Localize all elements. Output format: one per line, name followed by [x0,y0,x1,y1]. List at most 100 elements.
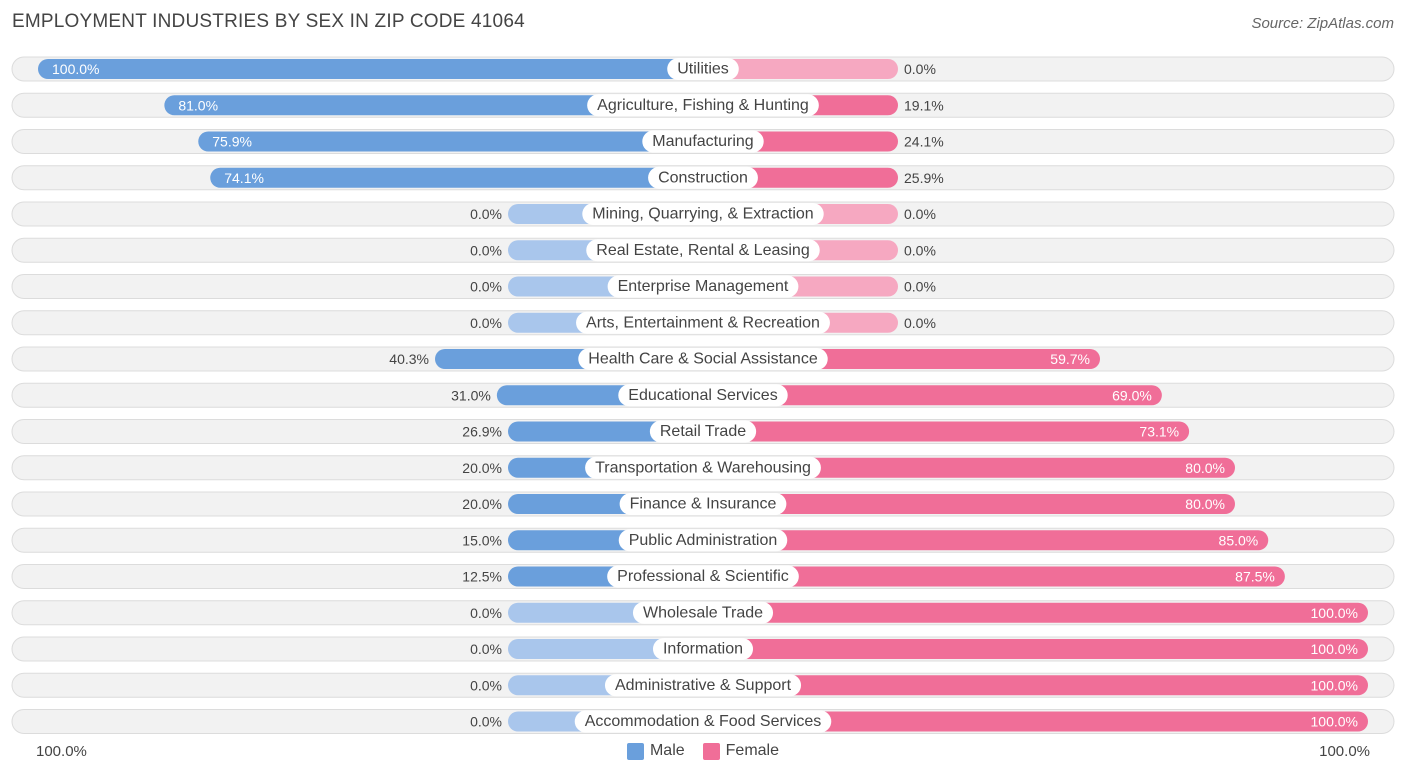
category-pill [607,565,799,588]
male-value-label: 0.0% [470,714,502,730]
axis-left-label: 100.0% [36,743,87,760]
category-pill [604,674,802,697]
category-pill [586,239,820,262]
chart-title: EMPLOYMENT INDUSTRIES BY SEX IN ZIP CODE… [12,11,525,32]
category-label: Arts, Entertainment & Recreation [586,314,820,331]
category-label: Finance & Insurance [630,496,777,513]
female-value-label: 19.1% [904,97,944,113]
female-bar [693,494,1235,514]
category-label: Retail Trade [660,423,746,440]
female-value-label: 87.5% [1235,569,1275,585]
female-bar [693,457,1235,478]
category-label: Accommodation & Food Services [585,713,822,730]
female-bar [693,421,1190,442]
category-label: Professional & Scientific [617,568,789,585]
category-label: Enterprise Management [618,278,789,295]
female-bar [693,639,1368,659]
male-value-label: 20.0% [462,496,502,512]
legend-male-label: Male [649,742,685,759]
male-value-label: 26.9% [462,424,502,440]
male-value-label: 0.0% [470,206,502,222]
male-value-label: 0.0% [470,242,502,258]
female-value-label: 69.0% [1112,387,1152,403]
category-pill [649,420,757,443]
female-bar [693,675,1368,696]
female-value-label: 80.0% [1185,496,1225,512]
category-pill [578,348,828,370]
male-value-label: 0.0% [470,279,502,295]
male-value-label: 31.0% [451,387,491,403]
category-label: Utilities [677,61,729,78]
category-label: Transportation & Warehousing [595,459,811,476]
male-value-label: 15.0% [462,532,502,548]
male-value-label: 0.0% [470,677,502,693]
female-value-label: 80.0% [1185,460,1225,476]
category-pill [585,456,821,479]
category-label: Real Estate, Rental & Leasing [596,242,809,259]
category-pill [607,275,799,298]
category-label: Construction [658,169,748,186]
male-bar [38,59,713,79]
male-value-label: 100.0% [52,61,99,77]
chart-canvas: Utilities 100.0% 0.0% Agriculture, Fishing … [11,56,1395,734]
category-pill [587,94,819,117]
female-bar [693,566,1285,587]
female-value-label: 100.0% [1311,641,1358,657]
legend-item-female[interactable]: Female [702,742,780,760]
female-bar [693,711,1368,732]
category-pill [576,311,830,334]
legend-item-male[interactable]: Male [626,742,685,760]
male-value-label: 20.0% [462,460,502,476]
male-swatch [626,742,644,760]
source-label: Source: ZipAtlas.com [1251,15,1394,32]
male-bar [198,131,713,152]
female-value-label: 24.1% [904,134,944,150]
male-value-label: 75.9% [212,134,252,150]
female-bar [693,530,1269,551]
category-pill [632,601,774,624]
category-pill [642,130,764,153]
category-label: Agriculture, Fishing & Hunting [597,97,809,114]
female-bar [693,59,898,79]
axis-right-label: 100.0% [1319,743,1370,760]
female-value-label: 0.0% [904,279,936,295]
female-value-label: 0.0% [904,242,936,258]
category-pill [667,58,739,80]
legend: Male Female [0,742,1406,760]
category-pill [652,638,754,660]
category-label: Manufacturing [652,133,753,150]
female-value-label: 0.0% [904,61,936,77]
male-value-label: 0.0% [470,641,502,657]
category-label: Information [663,641,743,658]
female-value-label: 25.9% [904,170,944,186]
category-label: Educational Services [628,387,777,404]
female-value-label: 100.0% [1311,677,1358,693]
female-value-label: 85.0% [1219,532,1259,548]
category-label: Public Administration [629,532,778,549]
category-label: Health Care & Social Assistance [588,351,818,368]
female-bar [693,385,1162,406]
female-value-label: 100.0% [1311,714,1358,730]
category-label: Administrative & Support [615,677,792,694]
male-value-label: 74.1% [224,170,264,186]
category-pill [648,166,758,189]
male-value-label: 0.0% [470,605,502,621]
female-bar [693,602,1368,623]
male-bar [210,167,714,188]
category-pill [582,203,824,225]
legend-female-label: Female [725,742,780,759]
category-pill [619,493,787,515]
female-value-label: 73.1% [1139,424,1179,440]
female-value-label: 0.0% [904,206,936,222]
male-bar [164,95,714,116]
female-value-label: 0.0% [904,315,936,331]
category-label: Wholesale Trade [643,604,763,621]
category-pill [618,529,788,552]
male-value-label: 12.5% [462,569,502,585]
male-value-label: 0.0% [470,315,502,331]
female-value-label: 59.7% [1050,351,1090,367]
female-swatch [702,742,720,760]
male-value-label: 81.0% [178,97,218,113]
category-pill [574,710,832,733]
category-pill [618,384,788,407]
